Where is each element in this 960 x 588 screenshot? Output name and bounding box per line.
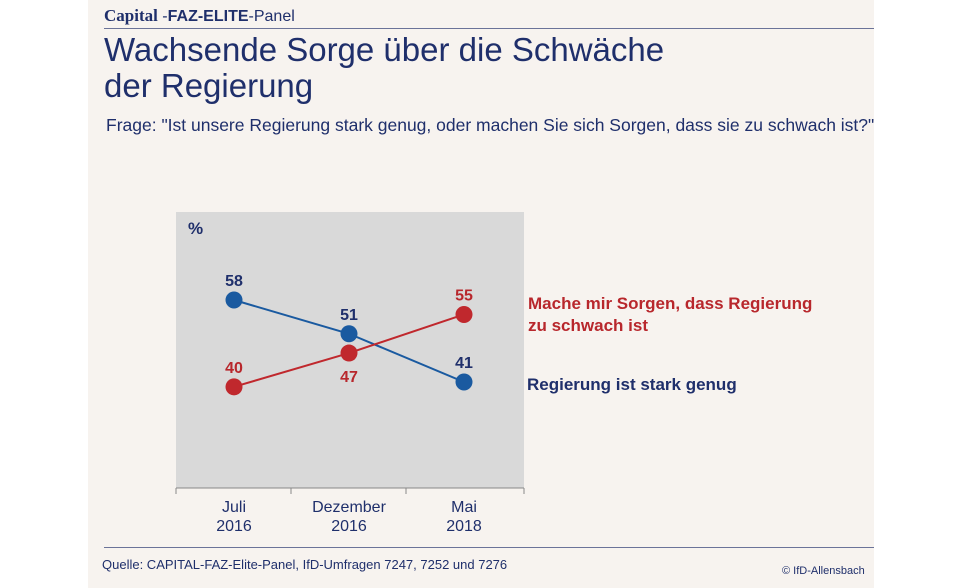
- series-0-data-label-2: 41: [455, 355, 473, 372]
- title-line-1: Wachsende Sorge über die Schwäche: [104, 31, 665, 68]
- series-1-point-2: [455, 305, 473, 323]
- x-tick-label-1-1: 2016: [331, 518, 367, 535]
- header-panel: -Panel: [248, 8, 295, 25]
- header-capital: Capital: [104, 6, 158, 25]
- chart-title: Wachsende Sorge über die Schwäche der Re…: [104, 32, 804, 104]
- y-axis-label: %: [188, 219, 203, 238]
- series-0-data-label-0: 58: [225, 273, 243, 290]
- series-0-point-1: [340, 325, 358, 343]
- x-tick-label-1-0: Dezember: [312, 499, 386, 516]
- series-0-data-label-1: 51: [340, 307, 358, 324]
- top-divider: [104, 28, 874, 29]
- panel-header: Capital -FAZ-ELITE-Panel: [104, 6, 295, 26]
- series-1-point-1: [340, 344, 358, 362]
- series-1-point-0: [225, 378, 243, 396]
- x-tick-label-2-0: Mai: [451, 499, 477, 516]
- copyright-note: © IfD-Allensbach: [782, 565, 865, 577]
- source-note: Quelle: CAPITAL-FAZ-Elite-Panel, IfD-Umf…: [102, 557, 508, 572]
- title-line-2: der Regierung: [104, 67, 314, 104]
- series-1-data-label-2: 55: [455, 287, 473, 304]
- survey-question: Frage: "Ist unsere Regierung stark genug…: [106, 115, 875, 135]
- x-tick-label-0-1: 2016: [216, 518, 252, 535]
- x-tick-label-2-1: 2018: [446, 518, 482, 535]
- series-1-data-label-1: 47: [340, 369, 358, 386]
- header-dash: -: [157, 8, 168, 25]
- series-1-data-label-0: 40: [225, 360, 243, 377]
- legend-series-1-line-0: Mache mir Sorgen, dass Regierung: [528, 294, 812, 313]
- x-tick-label-0-0: Juli: [222, 499, 246, 516]
- legend-series-0-line-0: Regierung ist stark genug: [527, 375, 737, 394]
- series-0-point-0: [225, 291, 243, 309]
- header-faz-elite: FAZ-ELITE: [167, 8, 249, 25]
- series-0-point-2: [455, 373, 473, 391]
- bottom-divider: [104, 547, 874, 548]
- legend-series-1-line-1: zu schwach ist: [528, 316, 648, 335]
